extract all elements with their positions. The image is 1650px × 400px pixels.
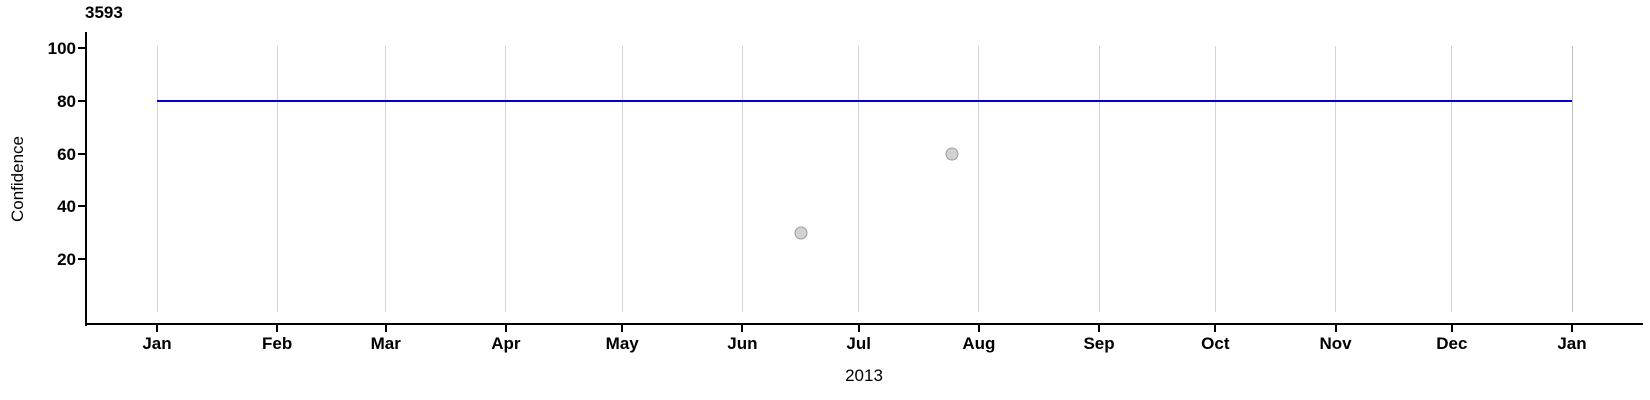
x-tick-label: Feb [262, 334, 293, 353]
month-gridline [1335, 46, 1337, 312]
month-gridline [621, 46, 623, 312]
x-axis-tick [384, 325, 387, 332]
chart-title: 3593 [85, 3, 123, 22]
month-gridline [505, 46, 507, 312]
x-axis-tick [1098, 325, 1101, 332]
x-tick-label: May [605, 334, 639, 353]
month-gridline [978, 46, 980, 312]
month-gridline [1214, 46, 1216, 312]
y-axis-tick [78, 152, 85, 155]
y-axis-line [85, 32, 87, 326]
x-axis-tick [276, 325, 279, 332]
x-tick-label: Jun [727, 334, 758, 353]
x-axis-tick [1571, 325, 1573, 332]
y-tick-label: 40 [57, 197, 76, 217]
x-axis-tick [621, 325, 624, 332]
x-axis-tick [1334, 325, 1337, 332]
data-point [794, 226, 808, 240]
x-axis-tick [1450, 325, 1453, 332]
month-gridline [156, 46, 158, 312]
x-tick-label: Jan [142, 334, 172, 353]
x-tick-label: Dec [1436, 334, 1468, 353]
month-gridline [1098, 46, 1100, 312]
x-tick-label: Aug [962, 334, 996, 353]
month-gridline [385, 46, 387, 312]
month-gridline [858, 46, 860, 312]
x-axis-tick [504, 325, 507, 332]
x-tick-label: Jul [846, 334, 871, 353]
y-tick-label: 60 [57, 144, 76, 164]
y-tick-label: 100 [47, 39, 76, 58]
y-axis-tick [78, 99, 85, 102]
x-tick-label: Apr [491, 334, 521, 353]
x-tick-label: Nov [1319, 334, 1352, 353]
month-gridline [741, 46, 743, 312]
y-tick-label: 80 [57, 91, 76, 111]
x-tick-label: Sep [1083, 334, 1115, 353]
y-tick-label: 20 [57, 250, 76, 269]
x-axis-title: 2013 [845, 366, 883, 385]
x-axis-tick [156, 325, 158, 332]
x-tick-label: Jan [1557, 334, 1587, 353]
x-axis-tick [1214, 325, 1217, 332]
reference-line [157, 99, 1572, 102]
x-tick-label: Mar [370, 334, 401, 353]
data-point [945, 147, 959, 160]
month-gridline [276, 46, 278, 312]
x-axis-tick [977, 325, 980, 332]
month-gridline [1571, 46, 1573, 312]
y-axis-tick [78, 205, 85, 208]
y-axis-tick [78, 47, 85, 49]
month-gridline [1451, 46, 1453, 312]
y-axis-tick [78, 258, 85, 260]
x-tick-label: Oct [1201, 334, 1230, 353]
x-axis-line [85, 323, 1643, 325]
x-axis-tick [857, 325, 860, 332]
x-axis-tick [741, 325, 744, 332]
